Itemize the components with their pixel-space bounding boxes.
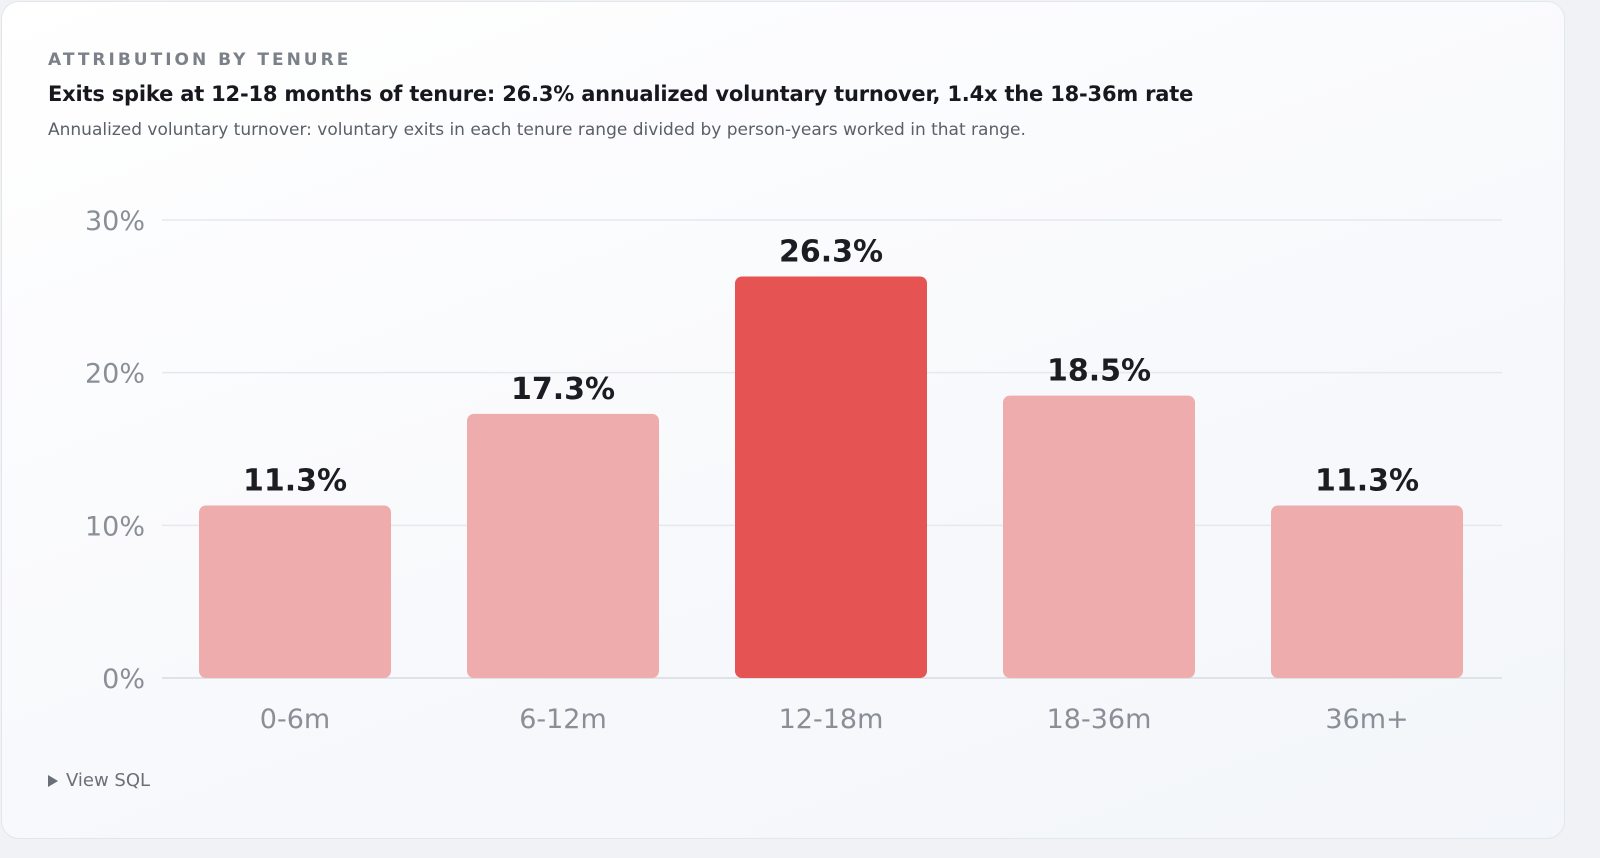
bar [1003,395,1195,678]
y-tick-label: 10% [85,511,145,542]
chart-card: ATTRIBUTION BY TENURE Exits spike at 12-… [1,1,1565,839]
y-tick-label: 0% [102,664,145,695]
y-tick-label: 20% [85,359,145,390]
view-sql-toggle[interactable]: View SQL [48,770,150,791]
x-tick-label: 6-12m [519,704,607,735]
chart-headline: Exits spike at 12-18 months of tenure: 2… [48,82,1194,106]
x-tick-label: 18-36m [1047,704,1152,735]
bar [199,505,391,678]
bar-value-label: 11.3% [243,463,347,498]
eyebrow-label: ATTRIBUTION BY TENURE [48,50,352,70]
bar [467,413,659,678]
x-tick-label: 12-18m [779,704,884,735]
bar-value-label: 26.3% [779,234,883,269]
caret-right-icon [48,774,58,787]
y-tick-label: 30% [85,206,145,237]
bar-value-label: 17.3% [511,372,615,407]
bar-chart: 0% 10% 20% 30% 11.3% 0-6m 17.3% 6-12m 26.3% 12-18… [85,206,1502,735]
x-tick-label: 0-6m [260,704,330,735]
x-tick-label: 36m+ [1325,704,1408,735]
view-sql-label: View SQL [66,770,151,791]
bar [735,276,927,678]
bar-value-label: 18.5% [1047,354,1151,389]
bar [1271,505,1463,678]
chart-subtitle: Annualized voluntary turnover: voluntary… [48,120,1026,140]
bar-value-label: 11.3% [1315,463,1419,498]
